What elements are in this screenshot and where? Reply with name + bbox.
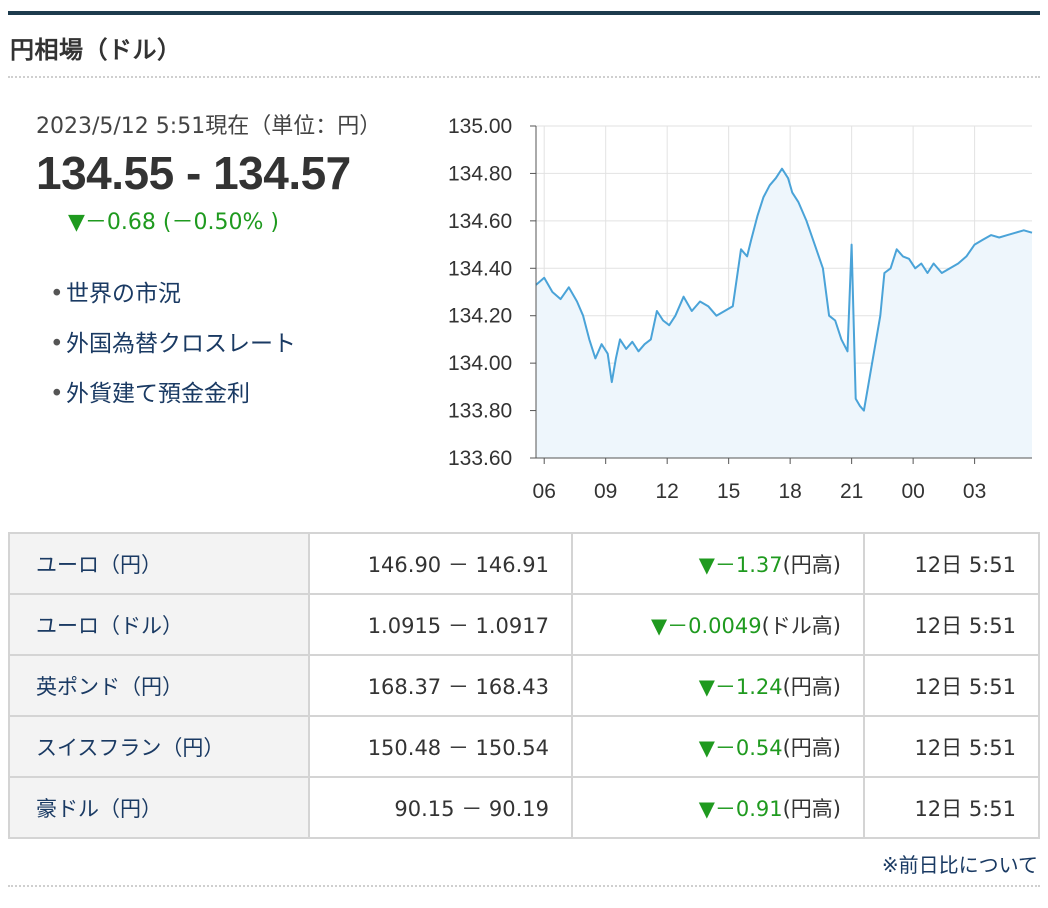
change-suffix: (円高) bbox=[782, 552, 841, 577]
cross-rates-link[interactable]: 外国為替クロスレート bbox=[66, 331, 296, 357]
chart-svg: 135.00 134.80 134.60 134.40 134.20 134.00 133.… bbox=[448, 115, 1033, 503]
change-note-link[interactable]: ※前日比について bbox=[881, 853, 1038, 877]
x-tick-label: 15 bbox=[717, 480, 740, 503]
y-tick-label: 134.00 bbox=[448, 352, 512, 375]
change-delta: ▼－1.37 bbox=[698, 552, 783, 577]
x-tick-label: 12 bbox=[655, 480, 678, 503]
usd-jpy-chart: 135.00 134.80 134.60 134.40 134.20 134.00 133.… bbox=[430, 110, 1040, 510]
currency-value: 150.48 － 150.54 bbox=[308, 715, 573, 778]
rate-summary: 2023/5/12 5:51現在（単位：円） 134.55 - 134.57 ▼… bbox=[36, 108, 426, 236]
title-divider bbox=[8, 76, 1040, 78]
currency-name[interactable]: 豪ドル（円） bbox=[8, 776, 310, 839]
as-of-timestamp: 2023/5/12 5:51現在（単位：円） bbox=[36, 114, 382, 139]
update-time: 12日 5:51 bbox=[863, 593, 1040, 656]
table-row-eur-usd: ユーロ（ドル） 1.0915 － 1.0917 ▼－0.0049(ドル高) 12… bbox=[8, 593, 1040, 656]
price-area bbox=[536, 168, 1032, 458]
deposit-rates-link[interactable]: 外貨建て預金金利 bbox=[66, 381, 250, 407]
related-links: • 世界の市況 • 外国為替クロスレート • 外貨建て預金金利 bbox=[50, 274, 296, 424]
table-row-gbp-jpy: 英ポンド（円） 168.37 － 168.43 ▼－1.24(円高) 12日 5… bbox=[8, 654, 1040, 717]
change-suffix: (円高) bbox=[782, 735, 841, 760]
currency-change: ▼－0.0049(ドル高) bbox=[571, 593, 865, 656]
currency-value: 90.15 － 90.19 bbox=[308, 776, 573, 839]
link-item-world-markets: • 世界の市況 bbox=[50, 274, 296, 324]
rates-table: ユーロ（円） 146.90 － 146.91 ▼－1.37(円高) 12日 5:… bbox=[8, 532, 1040, 839]
currency-change: ▼－1.24(円高) bbox=[571, 654, 865, 717]
x-tick-label: 00 bbox=[901, 480, 924, 503]
x-tick-label: 18 bbox=[778, 480, 801, 503]
change-delta: ▼－0.54 bbox=[698, 735, 783, 760]
currency-change: ▼－0.54(円高) bbox=[571, 715, 865, 778]
x-tick-label: 06 bbox=[533, 480, 556, 503]
table-row-eur-jpy: ユーロ（円） 146.90 － 146.91 ▼－1.37(円高) 12日 5:… bbox=[8, 532, 1040, 595]
change-delta: ▼－0.91 bbox=[698, 796, 783, 821]
change-delta: ▼－0.0049 bbox=[650, 613, 762, 638]
currency-name[interactable]: スイスフラン（円） bbox=[8, 715, 310, 778]
change-suffix: (円高) bbox=[782, 674, 841, 699]
currency-name[interactable]: ユーロ（円） bbox=[8, 532, 310, 595]
change-delta: ▼－1.24 bbox=[698, 674, 783, 699]
bullet-icon: • bbox=[50, 331, 64, 357]
currency-name[interactable]: 英ポンド（円） bbox=[8, 654, 310, 717]
table-row-aud-jpy: 豪ドル（円） 90.15 － 90.19 ▼－0.91(円高) 12日 5:51 bbox=[8, 776, 1040, 839]
y-tick-label: 134.40 bbox=[448, 257, 512, 280]
header-rule bbox=[8, 11, 1040, 15]
link-item-deposit-rates: • 外貨建て預金金利 bbox=[50, 374, 296, 424]
currency-change: ▼－1.37(円高) bbox=[571, 532, 865, 595]
change-suffix: (円高) bbox=[782, 796, 841, 821]
y-tick-label: 134.80 bbox=[448, 162, 512, 185]
price-line bbox=[535, 167, 1033, 412]
section-title: 円相場（ドル） bbox=[10, 36, 182, 64]
rate-change: ▼－0.68 (－0.50% ) bbox=[68, 210, 279, 235]
x-tick-label: 03 bbox=[963, 480, 986, 503]
footer-divider bbox=[8, 885, 1040, 887]
x-tick-label: 21 bbox=[840, 480, 863, 503]
x-tick-label: 09 bbox=[594, 480, 617, 503]
world-markets-link[interactable]: 世界の市況 bbox=[66, 281, 181, 307]
bullet-icon: • bbox=[50, 281, 64, 307]
update-time: 12日 5:51 bbox=[863, 715, 1040, 778]
update-time: 12日 5:51 bbox=[863, 532, 1040, 595]
currency-value: 146.90 － 146.91 bbox=[308, 532, 573, 595]
update-time: 12日 5:51 bbox=[863, 654, 1040, 717]
bullet-icon: • bbox=[50, 381, 64, 407]
currency-name[interactable]: ユーロ（ドル） bbox=[8, 593, 310, 656]
y-tick-label: 135.00 bbox=[448, 115, 512, 138]
link-item-cross-rates: • 外国為替クロスレート bbox=[50, 324, 296, 374]
currency-value: 168.37 － 168.43 bbox=[308, 654, 573, 717]
update-time: 12日 5:51 bbox=[863, 776, 1040, 839]
currency-value: 1.0915 － 1.0917 bbox=[308, 593, 573, 656]
change-suffix: (ドル高) bbox=[761, 613, 841, 638]
currency-change: ▼－0.91(円高) bbox=[571, 776, 865, 839]
y-tick-label: 134.60 bbox=[448, 210, 512, 233]
y-tick-label: 134.20 bbox=[448, 305, 512, 328]
y-tick-label: 133.80 bbox=[448, 400, 512, 423]
y-tick-label: 133.60 bbox=[448, 447, 512, 470]
table-row-chf-jpy: スイスフラン（円） 150.48 － 150.54 ▼－0.54(円高) 12日… bbox=[8, 715, 1040, 778]
usd-jpy-rate: 134.55 - 134.57 bbox=[36, 147, 351, 199]
